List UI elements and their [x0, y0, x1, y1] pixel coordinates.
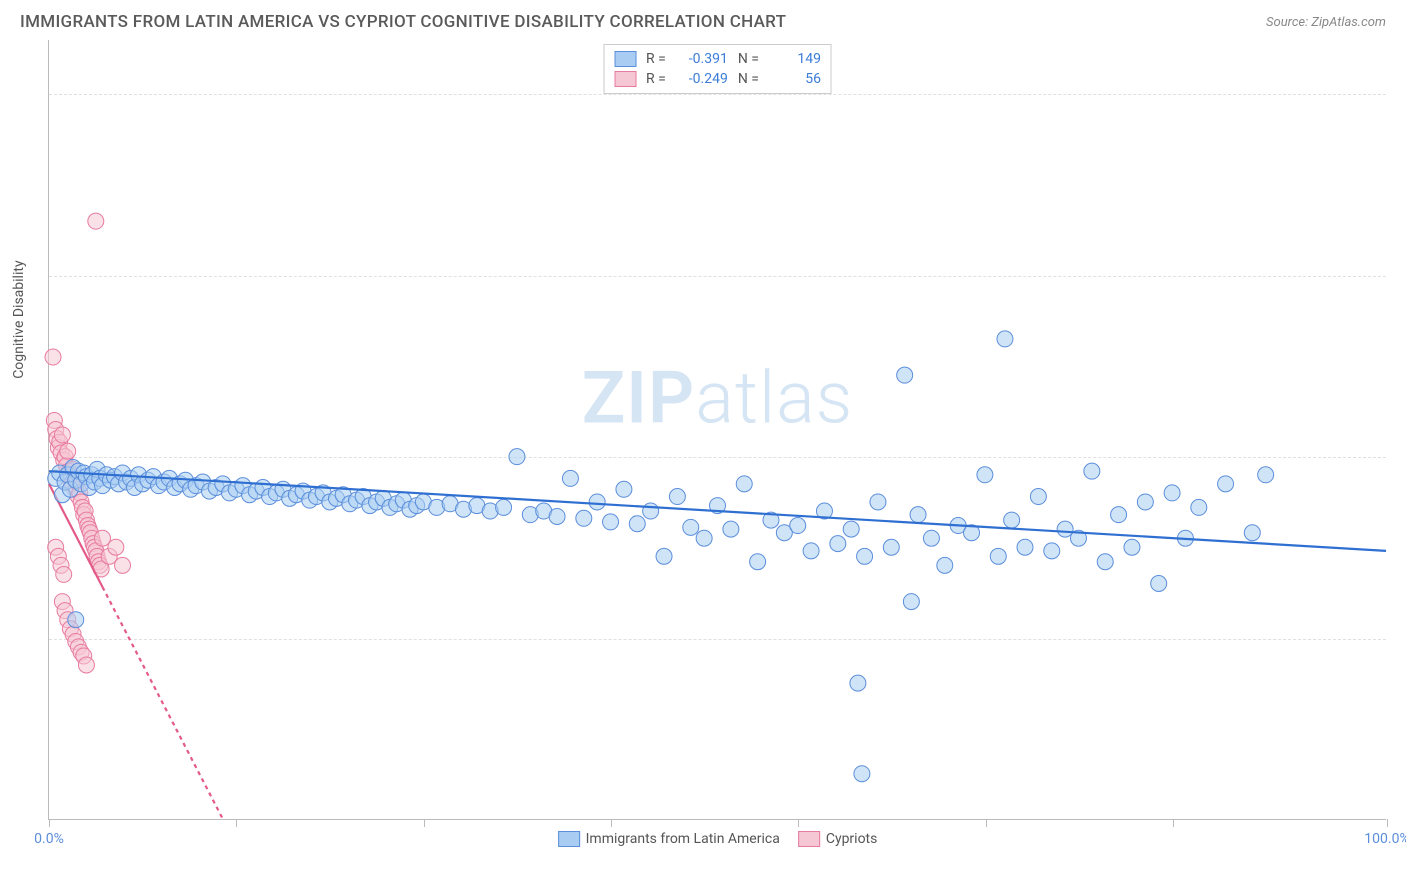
scatter-plot-svg [49, 40, 1386, 819]
data-point [94, 530, 110, 546]
data-point [897, 367, 913, 383]
data-point [977, 467, 993, 483]
data-point [990, 548, 1006, 564]
data-point [88, 213, 104, 229]
data-point [1137, 494, 1153, 510]
data-point [830, 536, 846, 552]
data-point [923, 530, 939, 546]
data-point [1124, 539, 1140, 555]
swatch-bottom-1 [558, 831, 580, 847]
trend-line [49, 471, 1386, 551]
data-point [603, 514, 619, 530]
data-point [108, 539, 124, 555]
x-tick [1387, 819, 1388, 827]
data-point [629, 516, 645, 532]
n-label: N = [738, 71, 759, 87]
source-attribution: Source: ZipAtlas.com [1266, 15, 1386, 30]
swatch-bottom-2 [798, 831, 820, 847]
chart-plot-area: Cognitive Disability ZIPatlas 10.0%20.0%… [48, 40, 1386, 820]
data-point [562, 470, 578, 486]
data-point [883, 539, 899, 555]
data-point [669, 489, 685, 505]
data-point [68, 612, 84, 628]
data-point [1164, 485, 1180, 501]
r-value-1: -0.391 [676, 51, 728, 67]
data-point [45, 349, 61, 365]
x-tick [1173, 819, 1174, 827]
data-point [1218, 476, 1234, 492]
data-point [115, 557, 131, 573]
x-tick [986, 819, 987, 827]
data-point [696, 530, 712, 546]
data-point [736, 476, 752, 492]
legend-label-1: Immigrants from Latin America [586, 831, 780, 847]
x-tick [798, 819, 799, 827]
data-point [616, 481, 632, 497]
data-point [750, 554, 766, 570]
data-point [843, 521, 859, 537]
x-tick-label: 0.0% [34, 831, 64, 847]
data-point [78, 657, 94, 673]
data-point [1258, 467, 1274, 483]
data-point [803, 543, 819, 559]
data-point [870, 494, 886, 510]
data-point [1111, 507, 1127, 523]
data-point [850, 675, 866, 691]
correlation-legend: R = -0.391 N = 149 R = -0.249 N = 56 [603, 44, 832, 94]
legend-row-series-1: R = -0.391 N = 149 [614, 49, 821, 69]
chart-title: IMMIGRANTS FROM LATIN AMERICA VS CYPRIOT… [20, 12, 786, 32]
data-point [1030, 489, 1046, 505]
data-point [549, 508, 565, 524]
data-point [997, 331, 1013, 347]
data-point [643, 503, 659, 519]
data-point [1151, 575, 1167, 591]
data-point [937, 557, 953, 573]
trend-line-dashed [102, 587, 222, 819]
data-point [509, 449, 525, 465]
data-point [54, 427, 70, 443]
r-label: R = [646, 51, 666, 67]
data-point [576, 510, 592, 526]
x-tick-label: 100.0% [1364, 831, 1406, 847]
data-point [56, 566, 72, 582]
data-point [790, 518, 806, 534]
data-point [1017, 539, 1033, 555]
legend-label-2: Cypriots [826, 831, 878, 847]
x-tick [611, 819, 612, 827]
data-point [1244, 525, 1260, 541]
swatch-series-1 [614, 51, 636, 67]
data-point [1044, 543, 1060, 559]
series-legend: Immigrants from Latin America Cypriots [558, 831, 878, 847]
x-tick [49, 819, 50, 827]
data-point [60, 443, 76, 459]
r-value-2: -0.249 [676, 71, 728, 87]
data-point [656, 548, 672, 564]
x-tick [236, 819, 237, 827]
data-point [910, 507, 926, 523]
data-point [723, 521, 739, 537]
data-point [857, 548, 873, 564]
data-point [1004, 512, 1020, 528]
swatch-series-2 [614, 71, 636, 87]
y-axis-label: Cognitive Disability [11, 260, 27, 378]
data-point [1097, 554, 1113, 570]
n-label: N = [738, 51, 759, 67]
legend-item-2: Cypriots [798, 831, 878, 847]
data-point [903, 594, 919, 610]
n-value-2: 56 [769, 71, 821, 87]
r-label: R = [646, 71, 666, 87]
x-tick [424, 819, 425, 827]
data-point [1057, 521, 1073, 537]
legend-item-1: Immigrants from Latin America [558, 831, 780, 847]
data-point [589, 494, 605, 510]
n-value-1: 149 [769, 51, 821, 67]
data-point [683, 519, 699, 535]
legend-row-series-2: R = -0.249 N = 56 [614, 69, 821, 89]
data-point [854, 766, 870, 782]
data-point [1084, 463, 1100, 479]
data-point [1191, 499, 1207, 515]
data-point [496, 499, 512, 515]
